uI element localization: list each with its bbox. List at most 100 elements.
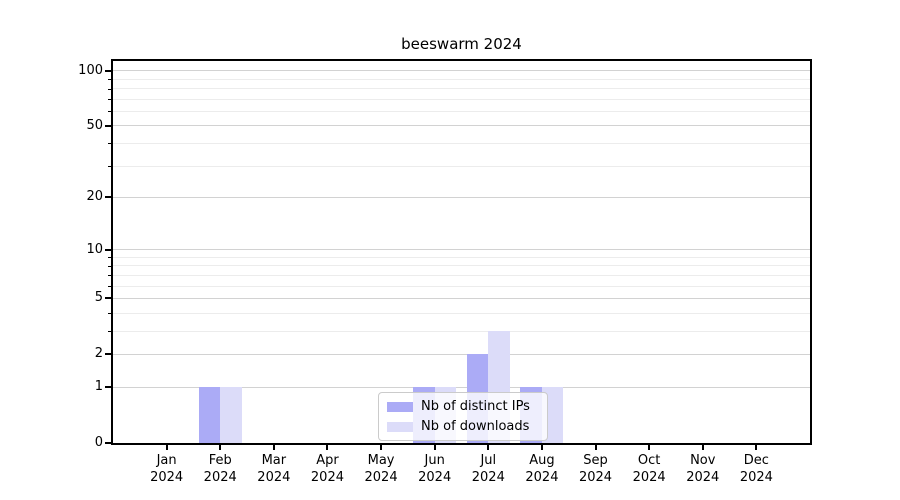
gridline-minor [113,256,810,258]
y-tick-label: 20 [86,189,103,205]
x-tick-mark [594,445,597,450]
x-tick-month: Oct [637,453,661,468]
gridline-minor [113,285,810,287]
y-minor-tick-mark [108,275,111,277]
x-tick-label: May 2024 [354,452,408,486]
x-tick-label: Mar 2024 [247,452,301,486]
legend-label: Nb of distinct IPs [421,399,530,414]
x-tick-label: Nov 2024 [676,452,730,486]
x-tick-year: 2024 [471,470,505,485]
x-tick-mark [540,445,543,450]
y-minor-tick-mark [108,143,111,145]
gridline-minor [113,165,810,167]
x-tick-mark [755,445,758,450]
x-tick-mark [165,445,168,450]
gridline-major [113,386,810,388]
gridline-minor [113,142,810,144]
x-tick-year: 2024 [686,470,720,485]
x-tick-year: 2024 [310,470,344,485]
gridline-major [113,249,810,251]
bar-distinct-ips [198,387,221,443]
x-tick-month: Apr [316,453,339,468]
gridline-minor [113,265,810,267]
x-tick-mark [380,445,383,450]
chart-title: beeswarm 2024 [401,35,522,53]
x-tick-label: Jun 2024 [408,452,462,486]
y-minor-tick-mark [108,331,111,333]
y-tick-label: 1 [94,379,103,395]
gridline-major [113,196,810,198]
x-tick-year: 2024 [578,470,613,485]
legend: Nb of distinct IPs Nb of downloads [378,392,548,441]
x-tick-mark [487,445,490,450]
plot-area [111,59,812,445]
x-tick-year: 2024 [203,470,237,485]
x-tick-year: 2024 [418,470,452,485]
y-minor-tick-mark [108,286,111,288]
gridline-major [113,297,810,299]
y-tick-label: 2 [94,346,103,362]
y-minor-tick-mark [108,265,111,267]
x-tick-mark [219,445,222,450]
y-tick-mark [105,386,111,389]
y-tick-label: 0 [94,435,103,450]
x-tick-month: Dec [743,453,769,468]
y-tick-mark [105,297,111,300]
gridline-major [113,353,810,355]
x-tick-mark [701,445,704,450]
y-tick-mark [105,353,111,356]
gridline-minor [113,78,810,80]
x-tick-label: Sep 2024 [569,452,623,486]
x-tick-year: 2024 [632,470,666,485]
x-tick-month: Nov [690,453,716,468]
y-tick-mark [105,124,111,127]
y-tick-mark [105,69,111,72]
x-tick-year: 2024 [257,470,291,485]
y-tick-mark [105,196,111,199]
legend-swatch [387,421,413,432]
x-tick-year: 2024 [364,470,398,485]
legend-entry: Nb of distinct IPs [387,398,539,415]
y-minor-tick-mark [108,111,111,113]
x-tick-month: Jan [156,453,177,468]
y-minor-tick-mark [108,79,111,81]
legend-swatch [387,401,413,412]
gridline-minor [113,312,810,314]
gridline-minor [113,330,810,332]
y-tick-label: 100 [78,62,103,78]
y-minor-tick-mark [108,166,111,168]
bar-downloads [220,387,242,443]
x-tick-month: Sep [583,453,608,468]
x-tick-year: 2024 [525,470,559,485]
y-tick-label: 10 [86,241,103,257]
gridline-major [113,70,810,72]
x-tick-month: Aug [529,453,555,468]
x-tick-month: Mar [261,453,287,468]
gridline-minor [113,98,810,100]
x-tick-label: Jul 2024 [461,452,515,486]
x-tick-mark [272,445,275,450]
gridline-minor [113,88,810,90]
y-minor-tick-mark [108,99,111,101]
x-tick-month: Feb [208,453,232,468]
y-tick-label: 50 [86,117,103,133]
x-tick-month: Jun [424,453,445,468]
y-minor-tick-mark [108,257,111,259]
x-tick-mark [433,445,436,450]
gridline-minor [113,110,810,112]
x-tick-month: Jul [480,453,497,468]
legend-entry: Nb of downloads [387,418,539,435]
y-tick-mark [105,442,111,444]
x-tick-year: 2024 [150,470,184,485]
y-minor-tick-mark [108,313,111,315]
x-tick-month: May [367,453,395,468]
x-tick-mark [326,445,329,450]
y-tick-label: 5 [94,290,103,306]
x-tick-label: Jan 2024 [140,452,194,486]
x-tick-mark [648,445,651,450]
x-tick-label: Apr 2024 [300,452,354,486]
y-minor-tick-mark [108,88,111,90]
y-tick-mark [105,248,111,251]
x-tick-label: Oct 2024 [622,452,676,486]
